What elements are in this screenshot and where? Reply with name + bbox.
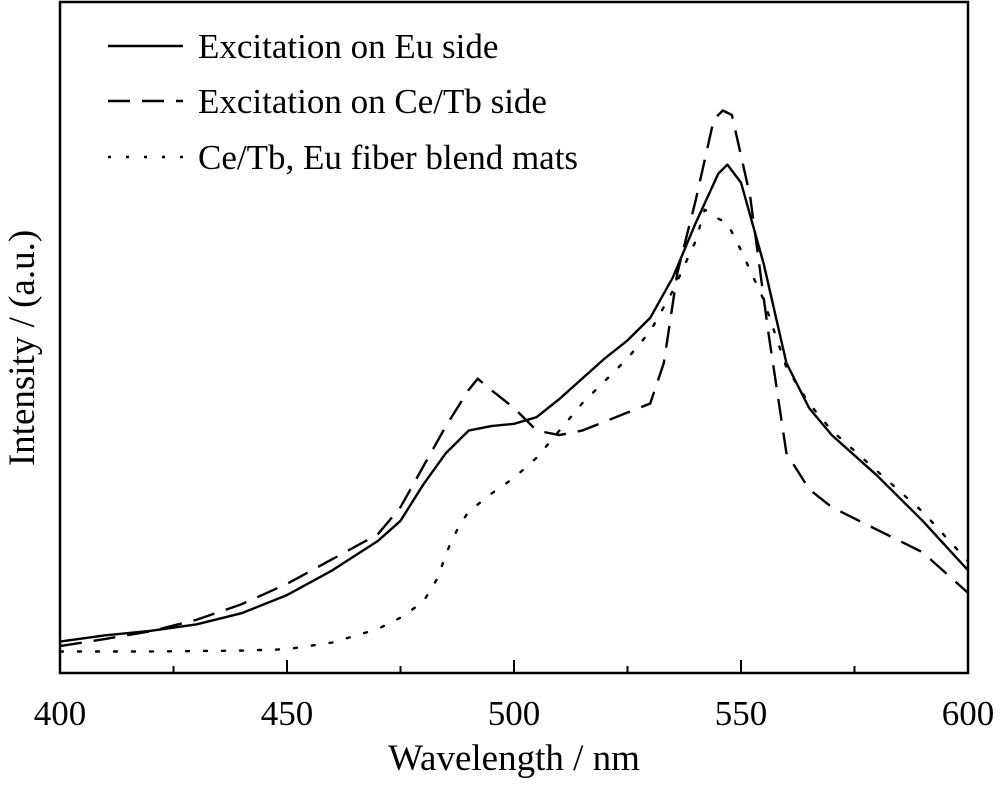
x-tick-label: 400	[34, 694, 87, 733]
legend-label-ce-tb-side: Excitation on Ce/Tb side	[198, 82, 547, 121]
legend-label-eu-side: Excitation on Eu side	[198, 27, 498, 66]
x-axis-tick-labels: 400 450 500 550 600	[34, 694, 995, 733]
y-axis-label: Intensity / (a.u.)	[2, 230, 43, 466]
x-axis-ticks	[59, 660, 969, 673]
series-line-solid	[59, 163, 969, 643]
x-tick-label: 450	[261, 694, 314, 733]
x-tick-label: 500	[488, 694, 541, 733]
legend-label-blend-mats: Ce/Tb, Eu fiber blend mats	[198, 138, 578, 177]
x-tick-label: 600	[942, 694, 995, 733]
series-line-dotted	[58, 208, 970, 653]
series-line-dashed	[59, 109, 969, 648]
plot-lines	[58, 109, 970, 653]
legend: Excitation on Eu side Excitation on Ce/T…	[108, 27, 578, 177]
x-tick-label: 550	[715, 694, 768, 733]
x-axis-label: Wavelength / nm	[388, 738, 640, 779]
